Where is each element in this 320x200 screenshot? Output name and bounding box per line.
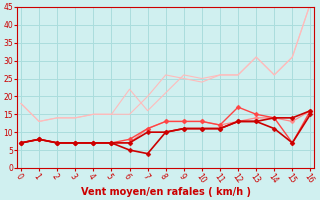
X-axis label: Vent moyen/en rafales ( km/h ): Vent moyen/en rafales ( km/h ): [81, 187, 251, 197]
